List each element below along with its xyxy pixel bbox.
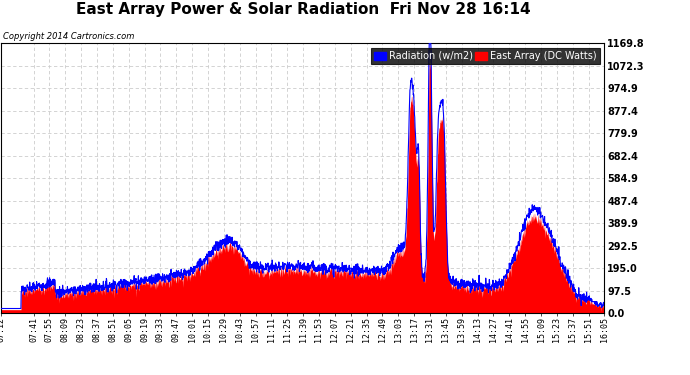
Text: Copyright 2014 Cartronics.com: Copyright 2014 Cartronics.com [3, 32, 135, 41]
Legend: Radiation (w/m2), East Array (DC Watts): Radiation (w/m2), East Array (DC Watts) [371, 48, 600, 64]
Text: East Array Power & Solar Radiation  Fri Nov 28 16:14: East Array Power & Solar Radiation Fri N… [77, 2, 531, 17]
